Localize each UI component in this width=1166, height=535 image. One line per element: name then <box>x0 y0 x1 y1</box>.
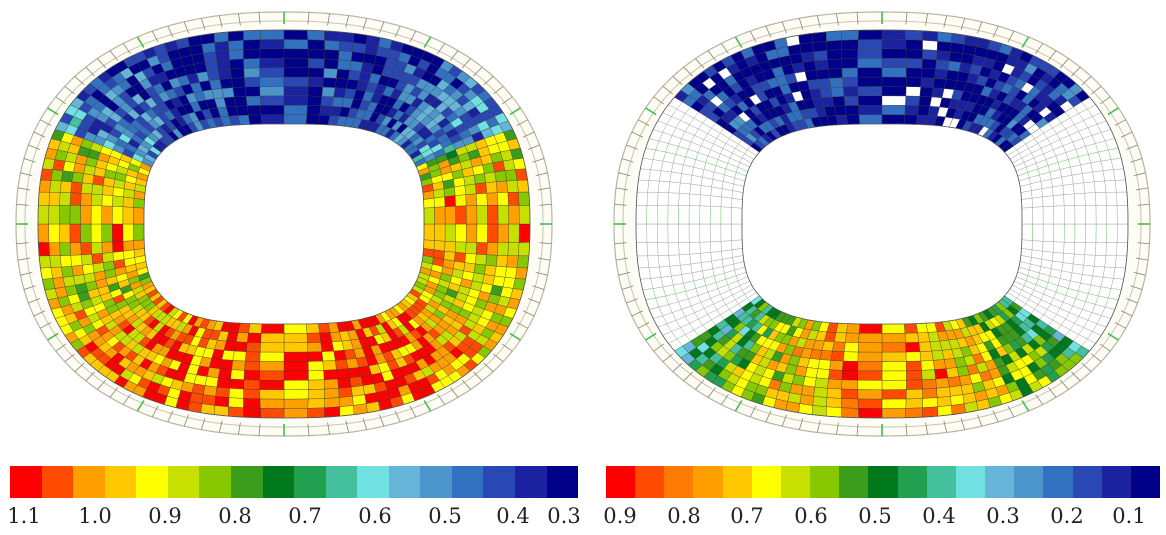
right-colorbar-swatch <box>1072 466 1102 498</box>
right-tick-label: 0.1 <box>1112 504 1146 528</box>
right-tick-label: 0.8 <box>667 504 701 528</box>
seating-cells <box>37 29 531 419</box>
left-colorbar-swatch <box>420 466 452 498</box>
left-tick-label: 1.0 <box>78 504 112 528</box>
right-tick-label: 0.6 <box>794 504 828 528</box>
right-tick-label: 0.5 <box>858 504 892 528</box>
right-colorbar-swatch <box>751 466 781 498</box>
left-tick-label: 0.9 <box>148 504 182 528</box>
field-opening <box>741 123 1023 325</box>
right-colorbar-swatch <box>985 466 1015 498</box>
left-colorbar-swatch <box>325 466 358 498</box>
bowl-outer-edge <box>635 29 1129 419</box>
right-tick-label: 0.9 <box>603 504 637 528</box>
left-colorbar-swatch <box>388 466 421 498</box>
left-stadium-panel <box>6 0 562 456</box>
right-colorbar-swatch <box>839 466 869 498</box>
left-colorbar-swatch <box>451 466 484 498</box>
left-tick-label: 0.8 <box>218 504 252 528</box>
left-colorbar-swatch <box>357 466 389 498</box>
left-tick-label: 0.3 <box>547 504 581 528</box>
left-colorbar-swatch <box>262 466 295 498</box>
right-colorbar-swatch <box>693 466 723 498</box>
left-tick-label: 0.6 <box>358 504 392 528</box>
right-stadium-panel <box>604 0 1160 456</box>
left-colorbar-swatch <box>199 466 231 498</box>
right-colorbar-swatch <box>897 466 927 498</box>
stadium-truss-ticks <box>614 12 1150 436</box>
left-colorbar-swatch <box>10 466 42 498</box>
structure-lines <box>635 96 1129 352</box>
right-colorbar-ticks: 0.9 0.8 0.7 0.6 0.5 0.4 0.3 0.2 0.1 <box>603 504 1160 528</box>
left-tick-label: 0.7 <box>288 504 322 528</box>
left-colorbar-ticks: 1.1 1.0 0.9 0.8 0.7 0.6 0.5 0.4 0.3 <box>7 504 581 528</box>
right-colorbar-swatch <box>664 466 694 498</box>
left-colorbar-swatch <box>515 466 547 498</box>
left-tick-label: 0.5 <box>428 504 462 528</box>
right-stadium-heatmap <box>613 11 1151 437</box>
left-colorbar-swatch <box>230 466 263 498</box>
left-colorbar <box>10 466 579 498</box>
right-colorbar-swatch <box>926 466 956 498</box>
right-colorbar-swatch <box>1101 466 1131 498</box>
left-colorbar-swatch <box>136 466 168 498</box>
left-colorbar-swatch <box>294 466 326 498</box>
right-tick-label: 0.7 <box>730 504 764 528</box>
right-colorbar-swatch <box>955 466 986 498</box>
right-colorbar-swatch <box>780 466 811 498</box>
right-colorbar-swatch <box>868 466 898 498</box>
right-tick-label: 0.2 <box>1050 504 1084 528</box>
left-tick-label: 0.4 <box>496 504 530 528</box>
right-colorbar-swatch <box>722 466 752 498</box>
right-colorbar-swatch <box>1014 466 1044 498</box>
left-colorbar-swatch <box>483 466 515 498</box>
right-colorbar <box>606 466 1160 498</box>
right-colorbar-swatch <box>635 466 665 498</box>
left-colorbar-swatch <box>73 466 105 498</box>
left-colorbar-swatch <box>167 466 200 498</box>
left-tick-label: 1.1 <box>7 504 41 528</box>
left-stadium-heatmap <box>15 11 553 437</box>
bowl-outer-edge <box>37 29 531 419</box>
seating-cells <box>674 29 1090 419</box>
left-colorbar-swatch <box>41 466 74 498</box>
stadium-truss-ticks <box>16 12 552 436</box>
right-colorbar-swatch <box>810 466 840 498</box>
left-colorbar-swatch <box>104 466 137 498</box>
right-colorbar-swatch <box>606 466 636 498</box>
right-colorbar-swatch <box>1130 466 1160 498</box>
right-tick-label: 0.3 <box>986 504 1020 528</box>
field-opening <box>143 123 425 325</box>
right-colorbar-swatch <box>1043 466 1073 498</box>
left-colorbar-swatch <box>546 466 579 498</box>
right-tick-label: 0.4 <box>922 504 956 528</box>
